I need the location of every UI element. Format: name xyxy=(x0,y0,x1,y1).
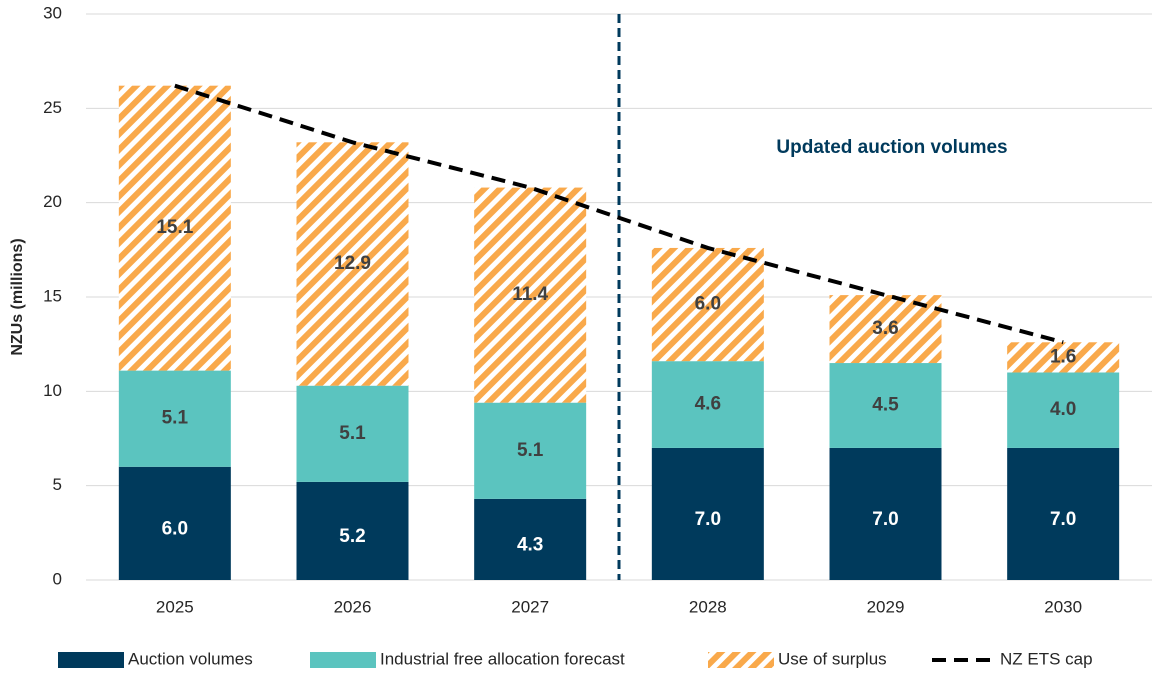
y-tick-label: 15 xyxy=(43,286,62,305)
value-label: 7.0 xyxy=(872,509,898,530)
value-label: 1.6 xyxy=(1050,346,1076,367)
value-label: 5.1 xyxy=(339,423,366,444)
bar-segment xyxy=(474,187,587,403)
legend-swatch xyxy=(310,652,376,668)
cap-line xyxy=(174,83,1064,345)
bar-segment xyxy=(651,361,764,448)
value-label: 12.9 xyxy=(334,253,371,274)
x-tick-label: 2025 xyxy=(156,597,194,616)
y-tick-label: 25 xyxy=(43,98,62,117)
y-axis-label: NZUs (millions) xyxy=(9,238,26,355)
bar-segment xyxy=(829,363,942,448)
bar-segment xyxy=(296,481,409,580)
bar-segment xyxy=(651,247,764,362)
legend-label: Auction volumes xyxy=(128,649,253,668)
value-label: 5.1 xyxy=(517,440,544,461)
bar-segment xyxy=(296,142,409,386)
value-label: 5.2 xyxy=(339,526,365,547)
x-tick-label: 2030 xyxy=(1044,597,1082,616)
bar-segment xyxy=(651,447,764,580)
value-label: 4.0 xyxy=(1050,399,1076,420)
value-label: 3.6 xyxy=(872,318,898,339)
value-label: 15.1 xyxy=(156,217,193,238)
bar-segment xyxy=(1007,372,1120,448)
y-tick-label: 20 xyxy=(43,192,62,211)
x-tick-label: 2026 xyxy=(334,597,372,616)
bar-segment xyxy=(829,447,942,580)
x-tick-label: 2027 xyxy=(511,597,549,616)
value-label: 11.4 xyxy=(512,284,548,305)
value-label: 7.0 xyxy=(695,509,721,530)
y-tick-label: 0 xyxy=(53,569,62,588)
x-tick-label: 2029 xyxy=(867,597,905,616)
value-label: 7.0 xyxy=(1050,509,1076,530)
bar-segment xyxy=(118,370,231,467)
value-label: 4.5 xyxy=(872,394,899,415)
bar-segment xyxy=(118,85,231,371)
bar-segment xyxy=(296,385,409,482)
legend-swatch xyxy=(58,652,124,668)
bar-segment xyxy=(1007,342,1120,373)
bar-segment xyxy=(118,466,231,580)
value-label: 4.6 xyxy=(695,394,721,415)
legend-label: NZ ETS cap xyxy=(1000,649,1093,668)
annotation: Updated auction volumes xyxy=(776,137,1007,158)
value-label: 6.0 xyxy=(162,518,188,539)
legend-label: Industrial free allocation forecast xyxy=(380,649,625,668)
legend-label: Use of surplus xyxy=(778,649,887,668)
bar-segment xyxy=(1007,447,1120,580)
bar-segment xyxy=(474,402,587,499)
bar-segment xyxy=(474,498,587,580)
legend-swatch xyxy=(708,652,774,668)
x-tick-label: 2028 xyxy=(689,597,727,616)
value-label: 6.0 xyxy=(695,294,721,315)
value-label: 4.3 xyxy=(517,534,543,555)
y-tick-label: 5 xyxy=(53,475,62,494)
y-tick-label: 10 xyxy=(43,381,62,400)
y-tick-label: 30 xyxy=(43,3,62,22)
value-label: 5.1 xyxy=(162,408,189,429)
